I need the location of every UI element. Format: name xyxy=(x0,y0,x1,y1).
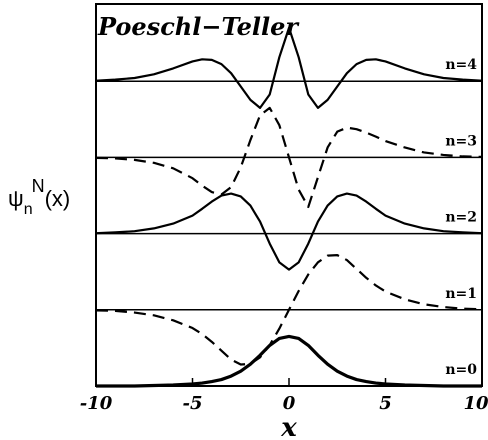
curve-n3 xyxy=(95,106,483,209)
curve-label-n3: n=3 xyxy=(445,133,477,149)
x-tick-label-3: 5 xyxy=(379,393,392,414)
curve-n2 xyxy=(95,192,483,271)
baselines-group xyxy=(96,80,482,311)
curve-label-n0: n=0 xyxy=(445,362,477,378)
x-ticks-group: -10 -5 0 5 10 xyxy=(80,378,488,414)
y-axis-label-suffix: (x) xyxy=(45,186,71,211)
curve-labels-group: n=0 n=1 n=2 n=3 n=4 xyxy=(445,57,477,378)
y-axis-label-subscript: n xyxy=(24,201,33,218)
x-axis-label: x xyxy=(280,413,297,440)
curve-n1 xyxy=(95,254,483,366)
curve-label-n4: n=4 xyxy=(445,57,477,73)
y-axis-label-psi: ψ xyxy=(8,186,24,211)
plot-frame xyxy=(95,3,483,387)
x-tick-label-2: 0 xyxy=(283,393,296,414)
x-tick-label-0: -10 xyxy=(80,393,113,414)
curve-label-n1: n=1 xyxy=(445,286,477,302)
curve-n4 xyxy=(95,26,483,109)
y-axis-label-superscript: N xyxy=(32,176,45,196)
x-tick-label-4: 10 xyxy=(463,393,488,414)
curve-label-n2: n=2 xyxy=(445,210,477,226)
chart-title: Poeschl−Teller xyxy=(97,12,300,41)
x-tick-label-1: -5 xyxy=(183,393,203,414)
y-axis-label: ψnN(x) xyxy=(8,176,70,218)
